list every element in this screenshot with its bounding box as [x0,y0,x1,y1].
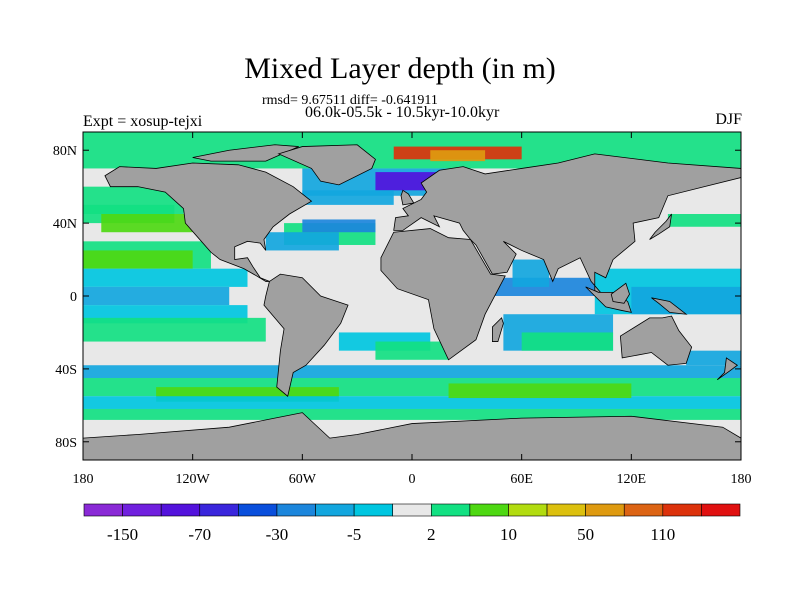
ocean-anomaly-patch [521,332,614,351]
experiment-label: Expt = xosup-tejxi [83,113,203,130]
chart-title: Mixed Layer depth (in m) [244,52,556,85]
continent-madagascar [492,317,504,342]
colorbar-box [546,503,586,517]
colorbar-label: 10 [500,525,517,544]
colorbar-box [585,503,625,517]
map-field [83,132,741,460]
colorbar-box [83,503,123,517]
ocean-anomaly-patch [667,214,741,227]
ocean-anomaly-patch [265,232,339,251]
colorbar-box [315,503,355,517]
continent-indonesia [585,286,632,313]
continent-japan [649,213,672,240]
colorbar-box [353,503,394,517]
colorbar-box [238,503,278,517]
colorbar-box [160,503,201,517]
colorbar-label: -70 [188,525,211,544]
continent-canadian-arctic [192,144,299,162]
lon-tick-label: 120W [176,472,211,487]
ocean-anomaly-patch [83,365,741,378]
colorbar-box [430,503,471,517]
colorbar-box [199,503,239,517]
continent-borneo [610,282,630,304]
ocean-anomaly-patch [83,286,230,306]
colorbar-box [469,503,509,517]
lat-tick-label: 80S [55,436,77,451]
colorbar-box [662,503,702,517]
ocean-anomaly-patch [83,408,741,420]
colorbar-label: 2 [427,525,436,544]
lon-tick-label: 120E [617,472,647,487]
ocean-anomaly-patch [302,219,376,233]
colorbar-box [276,503,316,517]
colorbar-label: 50 [577,525,594,544]
stats-subtitle: rmsd= 9.67511 diff= -0.641911 [262,93,438,108]
ocean-anomaly-patch [375,341,449,360]
continent-eurasia [393,153,741,295]
lon-tick-label: 0 [409,472,416,487]
ocean-anomaly-patch [302,190,394,205]
lat-tick-label: 40S [55,363,77,378]
ocean-anomaly-patch [83,317,266,342]
colorbar-box [392,503,432,517]
season-label: DJF [715,111,742,128]
ocean-anomaly-patch [430,150,486,162]
colorbar-box [623,503,664,517]
ocean-anomaly-patch [83,268,248,287]
continent-australia [619,315,693,366]
colorbar-box [122,503,162,517]
lon-tick-label: 60E [510,472,533,487]
lat-tick-label: 0 [70,290,77,305]
ocean-anomaly-patch [83,250,193,269]
continent-antarctica [83,412,741,460]
colorbar-label: 110 [650,525,675,544]
ocean-anomaly-patch [448,383,632,399]
continent-new-guinea [651,297,688,315]
lat-tick-label: 80N [53,144,77,159]
ocean-anomaly-patch [631,286,741,315]
lon-tick-label: 180 [73,472,94,487]
period-subtitle: 06.0k-05.5k - 10.5kyr-10.0kyr [305,104,500,121]
continent-north-america [104,162,313,282]
colorbar-label: -150 [107,525,138,544]
continent-africa [380,228,506,361]
colorbar-label: -30 [266,525,289,544]
ocean-anomaly-patch [512,259,550,287]
continent-south-america [263,273,349,397]
ocean-anomaly-patch [101,214,193,233]
colorbar-box [508,503,548,517]
continent-new-zealand [716,357,739,381]
lat-tick-label: 40N [53,217,77,232]
lon-tick-label: 180 [731,472,752,487]
colorbar-box [701,503,741,517]
ocean-anomaly-patch [83,396,741,409]
lon-tick-label: 60W [289,472,317,487]
continent-greenland [277,144,376,186]
continent-great-britain [400,189,415,206]
colorbar-label: -5 [347,525,361,544]
